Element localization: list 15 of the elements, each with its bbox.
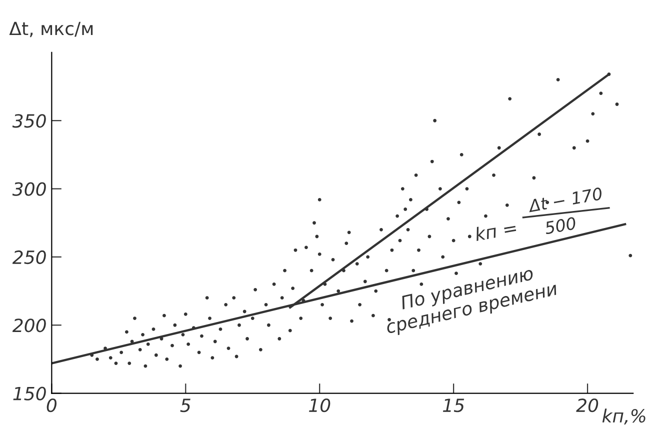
y-tick-label: 350 bbox=[12, 114, 46, 128]
annotation: 500 bbox=[544, 216, 576, 234]
y-tick-label: 250 bbox=[12, 250, 46, 264]
annotation: kп = bbox=[474, 220, 517, 241]
x-tick-label: 15 bbox=[442, 398, 464, 412]
y-tick-label: 150 bbox=[13, 386, 46, 400]
x-tick-label: 20 bbox=[576, 398, 598, 412]
y-axis-title: Δt, мкс/м bbox=[9, 22, 93, 38]
y-tick-label: 300 bbox=[12, 182, 46, 196]
x-tick-label: 0 bbox=[46, 398, 57, 412]
x-tick-label: 5 bbox=[180, 398, 190, 412]
x-tick-label: 10 bbox=[309, 398, 330, 412]
annotation: Δt − 170 bbox=[527, 187, 603, 212]
y-tick-label: 200 bbox=[12, 318, 46, 332]
x-axis-title: kп,% bbox=[602, 408, 646, 424]
